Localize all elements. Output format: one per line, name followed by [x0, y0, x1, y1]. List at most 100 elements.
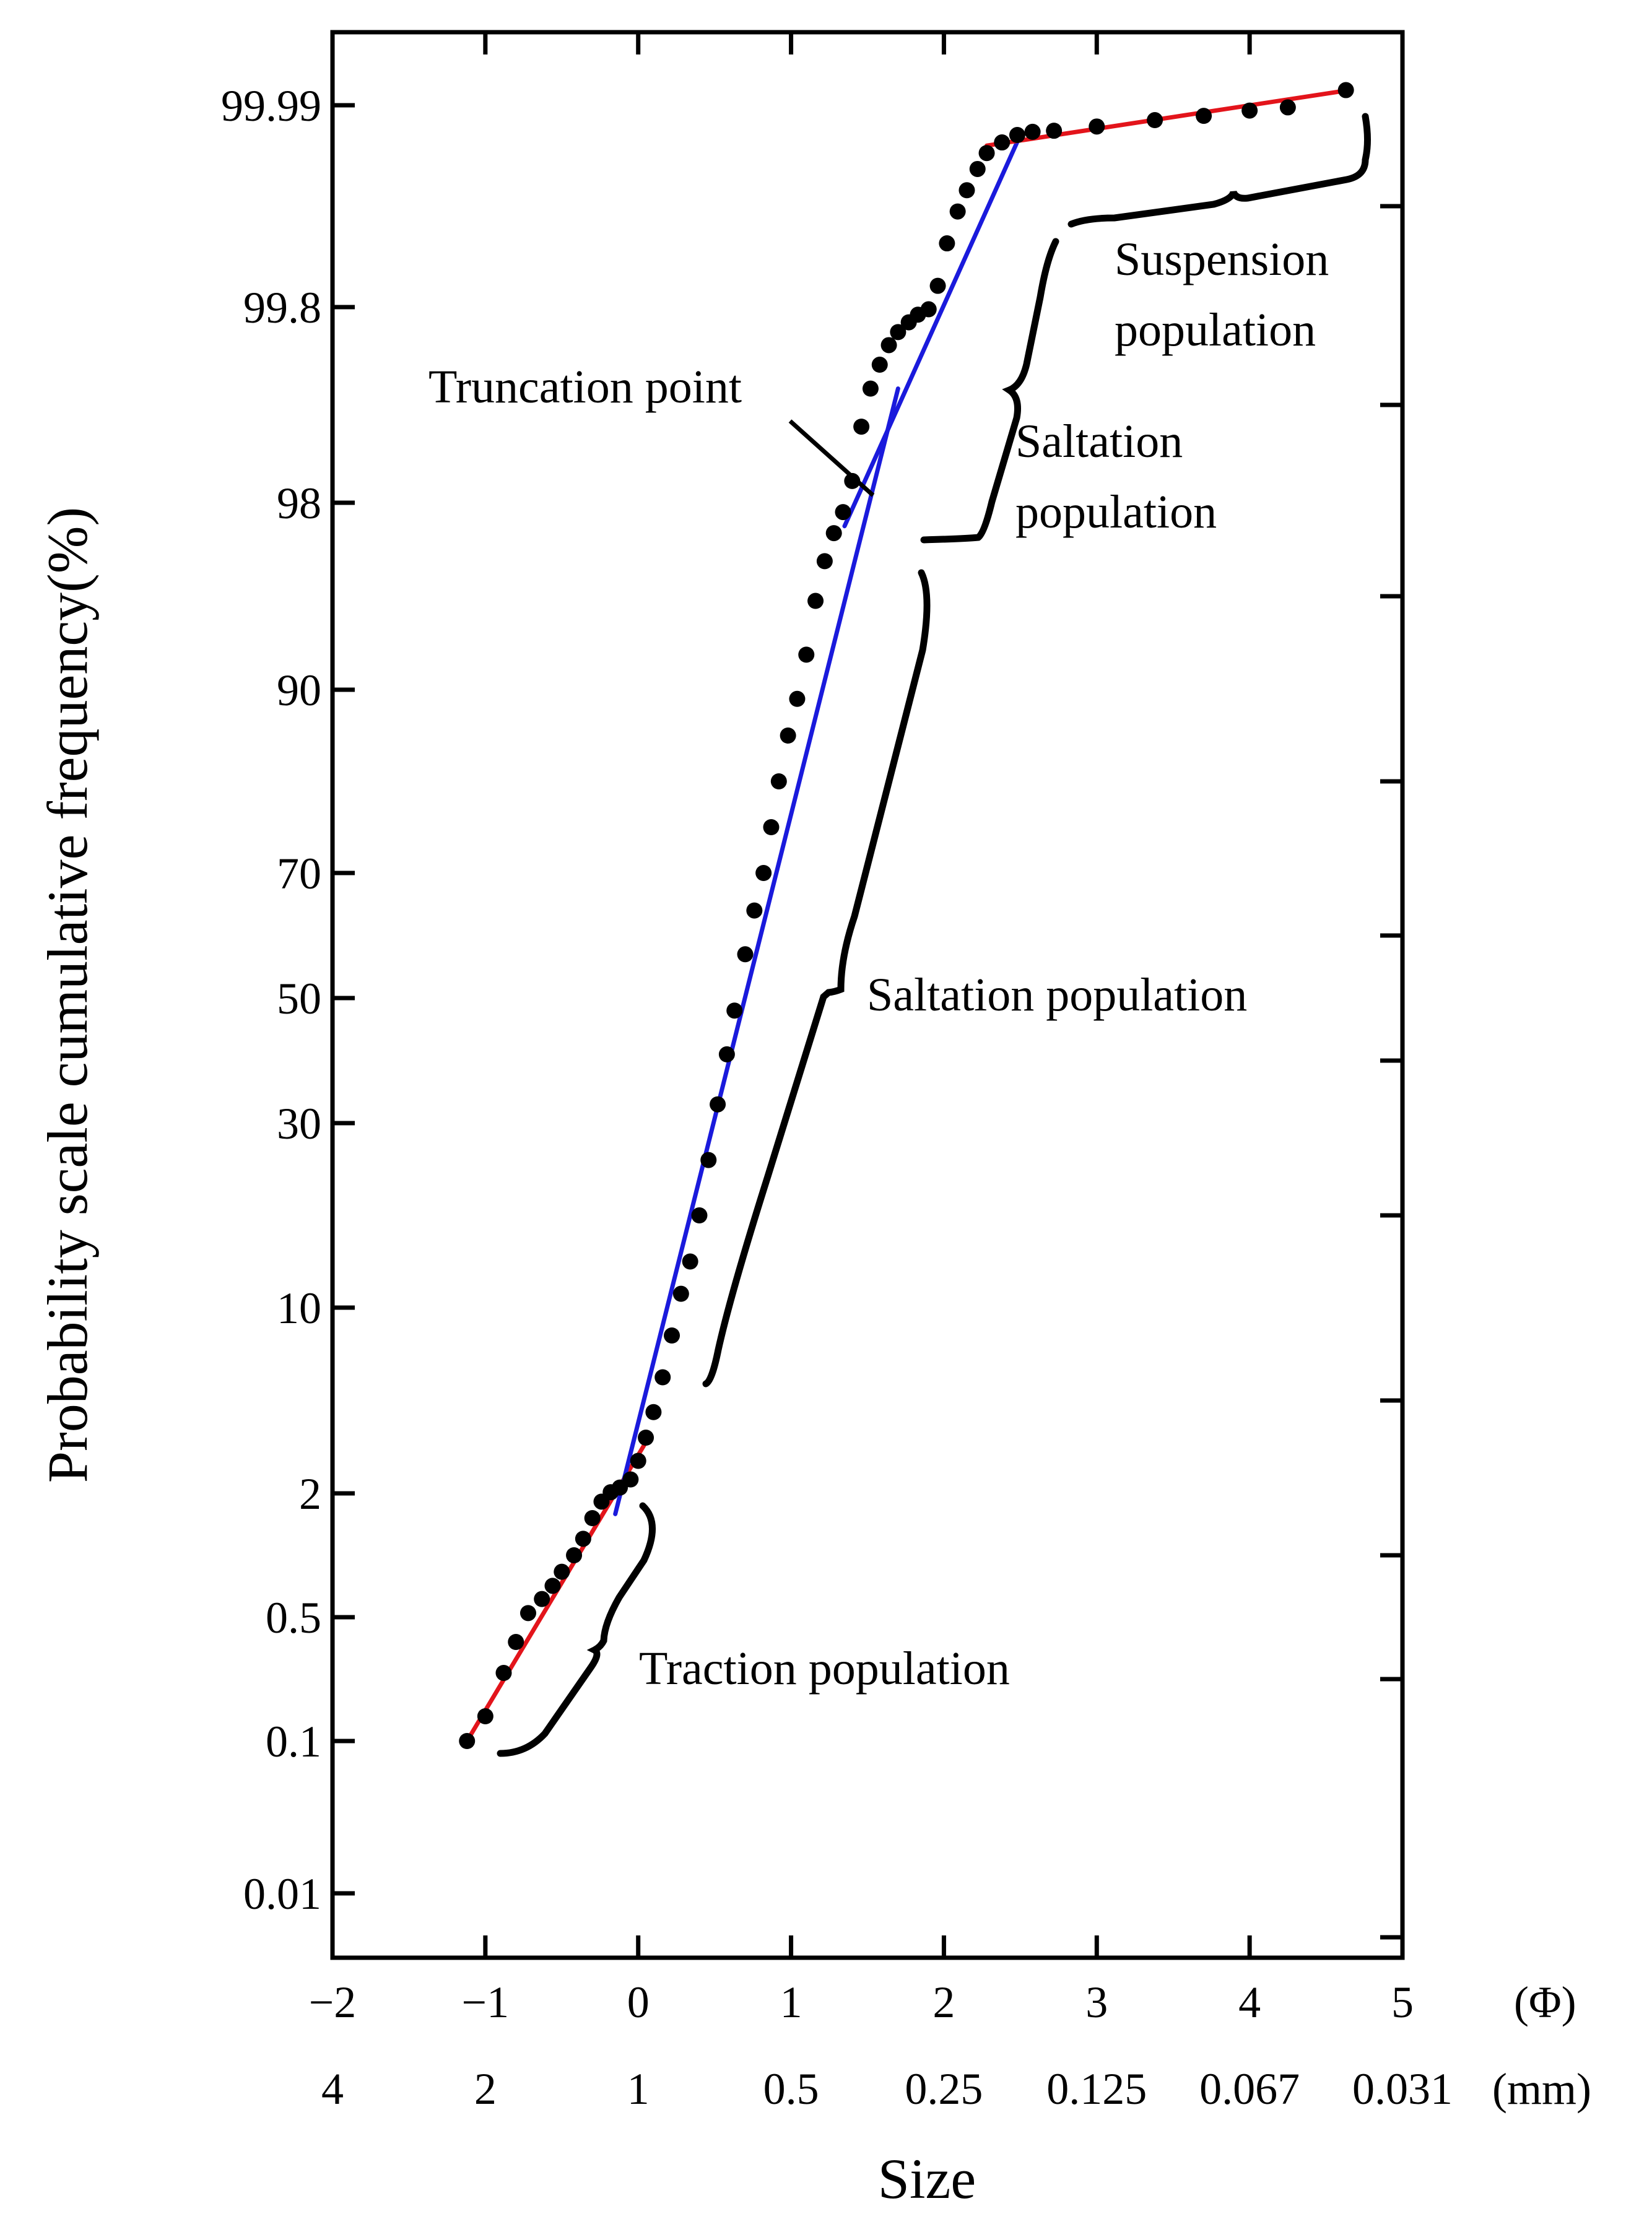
data-point: [700, 1152, 717, 1168]
data-point: [920, 301, 937, 318]
x-axis-title: Size: [878, 2147, 976, 2210]
x-tick-label-phi: −2: [309, 1978, 357, 2027]
y-tick-label: 99.8: [243, 283, 321, 332]
data-point: [645, 1404, 662, 1420]
data-point: [1147, 112, 1163, 129]
x-unit-mm: (mm): [1492, 2064, 1591, 2114]
data-point: [1024, 123, 1041, 140]
saltation-upper-label-line1: Saltation: [1015, 415, 1183, 467]
data-point: [630, 1453, 646, 1469]
data-point: [798, 646, 815, 663]
traction-brace: [497, 1502, 656, 1757]
data-point: [816, 553, 833, 570]
data-point: [929, 277, 946, 294]
data-point: [477, 1708, 493, 1724]
y-tick-label: 2: [299, 1469, 321, 1519]
y-tick-label: 98: [277, 479, 321, 528]
y-tick-label: 70: [277, 849, 321, 898]
data-point: [682, 1253, 698, 1270]
x-tick-label-mm: 0.5: [763, 2064, 819, 2114]
x-tick-label-mm: 0.25: [905, 2064, 983, 2114]
saltation-main-brace: [702, 569, 931, 1387]
data-point: [1009, 127, 1025, 144]
data-point: [1241, 102, 1258, 119]
data-points: [459, 82, 1354, 1749]
suspension-label-line2: population: [1115, 304, 1316, 356]
x-tick-label-mm: 1: [627, 2064, 650, 2114]
data-point: [763, 819, 780, 835]
data-point: [862, 380, 879, 397]
data-point: [978, 145, 995, 162]
data-point: [544, 1578, 561, 1594]
annotation-braces: [497, 113, 1371, 1757]
data-point: [718, 1046, 735, 1062]
suspension-label-line1: Suspension: [1115, 233, 1329, 285]
y-tick-label: 0.01: [243, 1869, 321, 1919]
data-point: [1279, 99, 1296, 116]
x-tick-label-phi: −1: [462, 1978, 510, 2027]
saltation-upper-fit-line: [842, 132, 1023, 529]
data-point: [890, 324, 906, 341]
data-point: [755, 865, 772, 881]
truncation-pointer-line: [788, 419, 875, 497]
data-point: [959, 182, 975, 199]
x-unit-phi: (Φ): [1514, 1978, 1576, 2027]
x-tick-label-mm: 2: [474, 2064, 497, 2114]
x-tick-label-phi: 4: [1238, 1978, 1261, 2027]
truncation-point-label: Truncation point: [428, 361, 742, 413]
data-point: [566, 1547, 583, 1563]
y-tick-label: 0.5: [266, 1593, 321, 1643]
data-point: [789, 690, 806, 707]
data-point: [672, 1285, 689, 1302]
data-point: [1046, 123, 1063, 139]
y-axis-title: Probability scale cumulative frequency(%…: [36, 507, 99, 1483]
y-tick-label: 50: [277, 974, 321, 1023]
x-tick-label-mm: 0.067: [1199, 2064, 1300, 2114]
data-point: [495, 1665, 512, 1681]
plot-area: [330, 30, 1405, 1960]
data-point: [825, 525, 842, 542]
data-point: [807, 593, 824, 609]
data-point: [853, 419, 870, 435]
x-tick-label-phi: 2: [933, 1978, 955, 2027]
y-tick-label: 90: [277, 666, 321, 715]
data-point: [994, 134, 1011, 151]
data-point: [835, 504, 851, 521]
data-point: [726, 1002, 743, 1019]
saltation-upper-brace: [920, 238, 1059, 544]
x-tick-label-phi: 0: [627, 1978, 650, 2027]
data-point: [939, 235, 955, 252]
data-point: [949, 203, 966, 220]
data-point: [710, 1096, 726, 1113]
data-point: [871, 357, 888, 373]
data-point: [691, 1207, 708, 1223]
data-point: [459, 1733, 476, 1749]
traction-label: Traction population: [639, 1643, 1010, 1695]
y-tick-label: 99.99: [221, 81, 321, 131]
data-point: [770, 773, 787, 789]
data-point: [638, 1430, 654, 1446]
x-tick-label-phi: 5: [1391, 1978, 1414, 2027]
data-point: [664, 1327, 680, 1344]
saltation-fit-line: [613, 386, 900, 1516]
data-point: [737, 946, 754, 963]
data-point: [746, 902, 763, 919]
x-tick-label-phi: 3: [1085, 1978, 1108, 2027]
data-point: [880, 337, 897, 354]
data-point: [844, 472, 861, 489]
y-tick-label: 30: [277, 1099, 321, 1149]
x-tick-label-phi: 1: [780, 1978, 802, 2027]
x-tick-label-mm: 4: [321, 2064, 344, 2114]
data-point: [622, 1471, 639, 1488]
data-point: [534, 1591, 550, 1607]
x-tick-label-mm: 0.031: [1352, 2064, 1453, 2114]
data-point: [520, 1605, 536, 1622]
data-point: [575, 1531, 591, 1547]
y-tick-label: 0.1: [266, 1717, 321, 1766]
saltation-main-label: Saltation population: [867, 969, 1247, 1021]
data-point: [969, 160, 986, 177]
suspension-fit-line: [985, 88, 1352, 148]
y-tick-label: 10: [277, 1283, 321, 1333]
data-point: [1089, 118, 1105, 135]
